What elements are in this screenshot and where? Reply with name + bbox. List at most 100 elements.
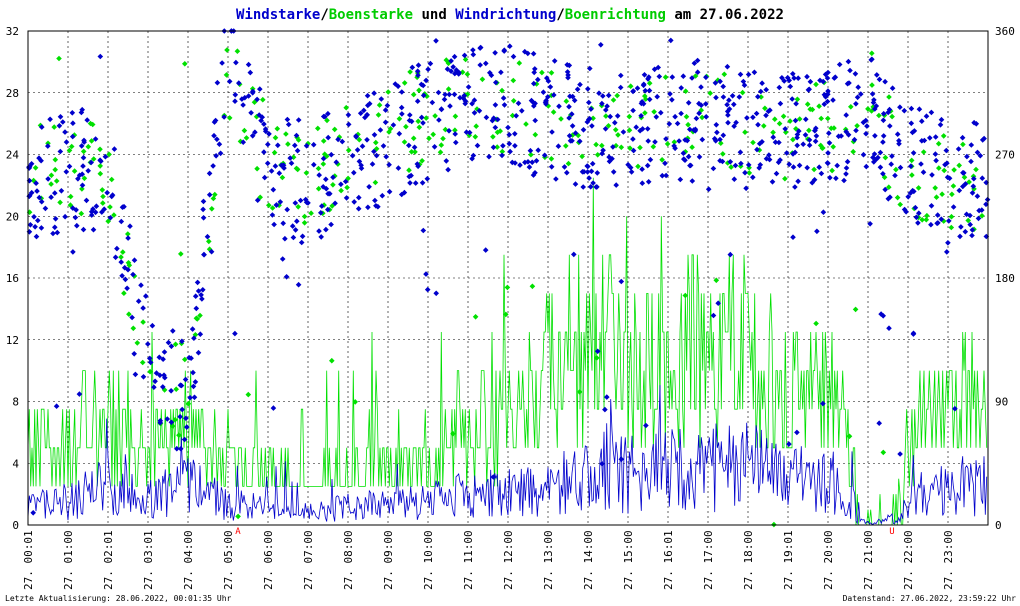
y-tick-label: 24 [6,149,20,162]
gust-direction-point [816,103,822,109]
gust-direction-point [509,112,516,119]
gust-direction-point [45,140,51,147]
wind-direction-point [556,103,562,110]
wind-direction-point [571,97,578,104]
wind-direction-point [204,233,211,240]
wind-direction-point [696,110,702,117]
wind-direction-point [170,328,176,334]
wind-direction-point [433,290,439,297]
wind-direction-point [620,129,627,135]
gust-direction-point [401,80,408,86]
gust-direction-point [683,113,690,120]
wind-direction-point [731,101,737,108]
gust-direction-point [761,123,767,129]
x-tick-label: 27. 07:00 [302,530,315,590]
wind-direction-point [809,179,815,186]
wind-direction-point [942,161,948,168]
wind-direction-point [640,101,647,107]
wind-direction-point [482,247,489,253]
wind-direction-point [193,305,200,312]
wind-direction-point [493,79,499,86]
gust-direction-point [410,91,417,98]
gust-direction-point [269,205,276,211]
wind-direction-point [887,194,893,200]
wind-direction-point [240,139,246,145]
wind-direction-point [507,43,513,49]
gust-direction-point [960,141,966,148]
wind-direction-point [551,58,558,64]
wind-direction-point [414,98,421,104]
wind-direction-point [935,220,941,226]
wind-direction-point [696,100,702,107]
wind-direction-point [814,228,820,235]
wind-direction-point [772,139,779,145]
wind-direction-point [50,230,56,237]
gust-direction-point [396,116,403,122]
y-tick-label: 32 [6,25,19,38]
wind-direction-point [104,189,110,196]
wind-direction-point [610,144,616,150]
gust-direction-point [750,139,756,146]
wind-direction-point [604,394,610,400]
wind-direction-point [365,102,371,109]
wind-direction-point [118,218,125,225]
wind-direction-point [838,133,844,139]
wind-direction-point [923,113,930,119]
wind-direction-point [938,116,945,123]
gust-direction-point [499,87,505,94]
wind-direction-point [531,69,537,76]
wind-direction-point [355,205,362,212]
wind-direction-point [70,205,76,211]
wind-direction-point [790,151,796,157]
wind-direction-point [950,204,957,210]
wind-direction-point [92,209,99,216]
wind-direction-point [382,119,389,126]
wind-direction-point [452,70,458,77]
wind-direction-point [470,47,476,53]
y-axis-right: 0 90 180 270 360 [995,25,1015,532]
wind-direction-point [26,229,33,235]
wind-direction-point [639,126,646,132]
wind-direction-point [787,83,794,90]
wind-direction-point [677,176,684,183]
wind-direction-point [444,66,451,72]
wind-direction-point [492,50,498,56]
gust-direction-point [172,417,178,423]
wind-direction-point [897,104,903,110]
gust-direction-point [51,124,57,130]
wind-direction-point [42,205,49,212]
wind-direction-point [60,119,66,125]
gust-direction-point [106,151,112,158]
wind-direction-point [183,415,189,422]
wind-direction-point [325,206,331,213]
wind-direction-point [72,214,79,221]
wind-direction-point [261,149,267,155]
wind-direction-point [803,116,809,123]
wind-direction-point [349,152,356,159]
wind-direction-point [406,142,412,149]
gust-direction-point [494,144,500,150]
gust-direction-point [948,224,955,231]
gust-direction-point [315,185,322,192]
wind-direction-point [672,145,678,152]
wind-direction-point [604,103,610,109]
gust-direction-point [375,112,382,118]
wind-direction-point [489,117,496,124]
wind-direction-point [26,177,33,184]
wind-direction-point [588,106,594,112]
gust-direction-point [579,153,585,160]
wind-direction-point [672,113,678,120]
gust-direction-point [170,423,176,429]
wind-direction-point [289,223,296,229]
wind-direction-point [320,184,326,190]
wind-direction-point [325,134,331,141]
wind-direction-point [724,63,731,70]
wind-direction-point [569,111,575,117]
wind-direction-point [412,180,419,186]
wind-direction-point [790,71,796,77]
wind-direction-point [602,406,608,413]
wind-direction-point [418,114,425,121]
gust-direction-point [563,98,570,104]
wind-direction-point [401,189,408,196]
wind-direction-point [938,216,945,222]
